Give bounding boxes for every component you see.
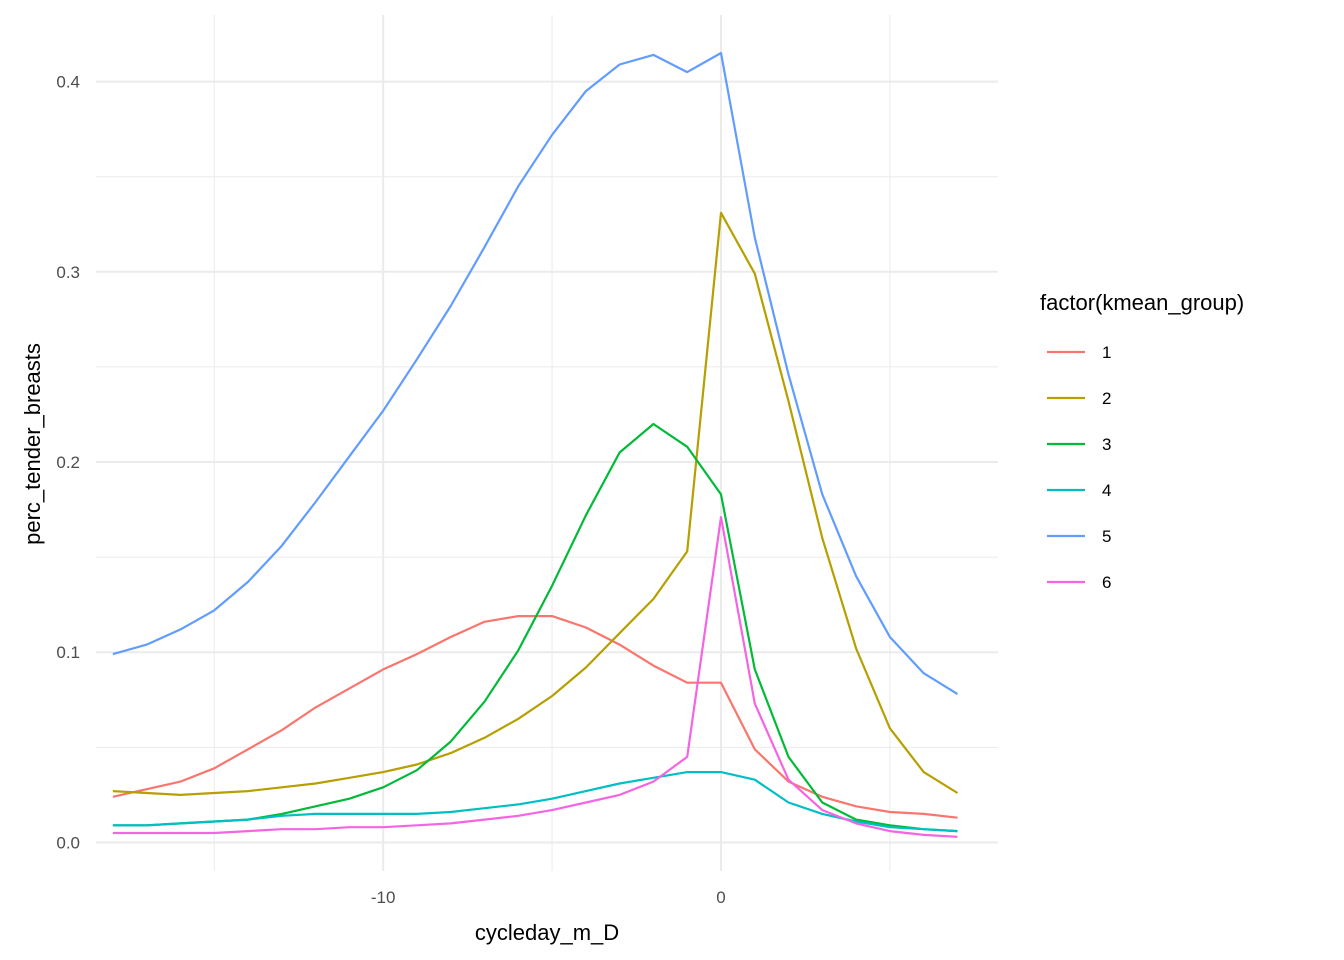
y-tick-label: 0.0 (56, 833, 80, 852)
y-tick-label: 0.3 (56, 263, 80, 282)
legend-label-3: 3 (1102, 435, 1111, 454)
x-axis-tick-labels: -10 0 (371, 888, 726, 907)
x-tick-label: -10 (371, 888, 396, 907)
legend-label-4: 4 (1102, 481, 1111, 500)
legend-label-6: 6 (1102, 573, 1111, 592)
series-line-5 (112, 51, 959, 696)
series-lines (112, 51, 959, 838)
x-axis-title: cycleday_m_D (475, 920, 619, 945)
series-line-4 (112, 770, 958, 833)
legend-label-1: 1 (1102, 343, 1111, 362)
legend-label-2: 2 (1102, 389, 1111, 408)
major-gridlines (96, 15, 998, 871)
y-tick-label: 0.2 (56, 453, 80, 472)
y-tick-label: 0.4 (56, 73, 80, 92)
series-line-3 (112, 422, 958, 833)
series-line-2 (112, 211, 959, 797)
minor-gridlines (96, 15, 998, 871)
legend-title: factor(kmean_group) (1040, 290, 1244, 315)
y-axis-title: perc_tender_breasts (20, 343, 45, 545)
legend-items: 1 2 3 4 5 6 (1047, 343, 1111, 592)
series-line-6 (112, 516, 958, 838)
x-tick-label: 0 (716, 888, 725, 907)
y-axis-tick-labels: 0.0 0.1 0.2 0.3 0.4 (56, 73, 80, 853)
legend-label-5: 5 (1102, 527, 1111, 546)
y-tick-label: 0.1 (56, 643, 80, 662)
series-line-1 (112, 614, 958, 819)
legend: factor(kmean_group) 1 2 3 4 5 6 (1040, 290, 1244, 592)
